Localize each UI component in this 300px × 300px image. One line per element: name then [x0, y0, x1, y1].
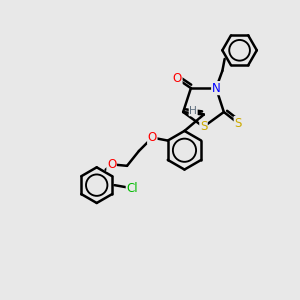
- Text: S: S: [200, 120, 207, 133]
- Text: N: N: [212, 82, 220, 94]
- Text: O: O: [148, 131, 157, 144]
- Text: S: S: [234, 116, 242, 130]
- Text: Cl: Cl: [126, 182, 138, 195]
- Text: O: O: [173, 73, 182, 85]
- Text: H: H: [189, 106, 197, 116]
- Text: O: O: [107, 158, 116, 171]
